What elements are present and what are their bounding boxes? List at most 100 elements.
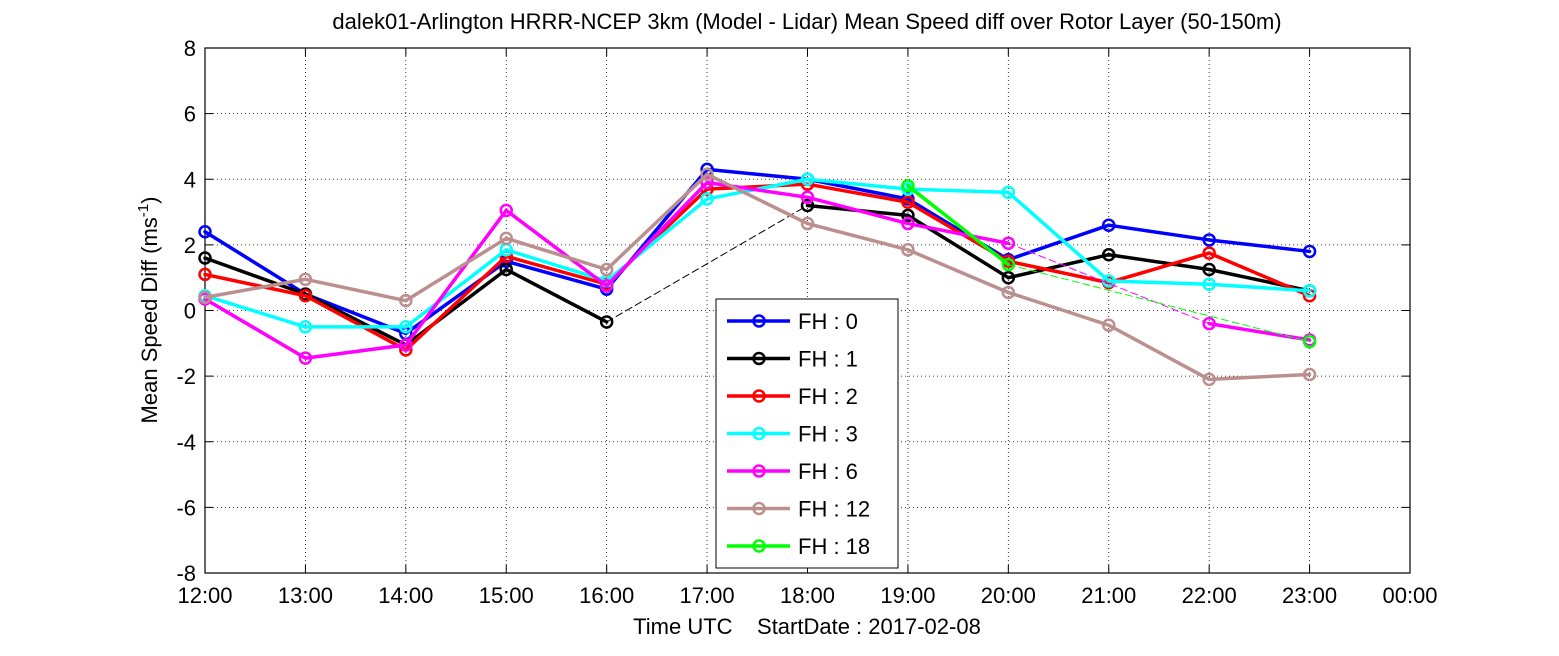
y-tick-labels: 8 6 4 2 0 -2 -4 -6 -8 [176,36,196,586]
x-tick-label: 17:00 [680,583,735,608]
data-point-marker [1202,277,1216,291]
series-gap-connector [606,205,808,323]
data-point-marker [1302,244,1317,259]
legend-label: FH : 3 [798,422,858,447]
data-point-marker [901,179,915,193]
series-line-segment [404,248,508,329]
legend-item: FH : 6 [727,459,858,484]
series-line-segment [303,277,408,303]
series-line-segment [906,184,1011,267]
data-point-marker [1202,372,1216,387]
series-line-segment [805,182,910,204]
series-line-segment [906,221,1011,245]
series-line-segment [303,293,408,352]
legend-item: FH : 2 [727,384,858,409]
data-point-marker [700,175,714,190]
data-point-marker [298,351,313,365]
legend-item: FH : 18 [727,534,870,559]
legend-label: FH : 12 [798,497,870,522]
legend-item: FH : 0 [727,309,858,334]
data-point-marker [1302,284,1317,298]
data-point-marker [298,288,313,303]
data-point-marker [198,290,212,305]
series-7 [901,179,1317,349]
tick-marks [204,47,1411,574]
series-gap-connector [1007,242,1210,325]
x-tick-label: 16:00 [579,583,634,608]
data-point-marker [1102,247,1116,262]
legend-label: FH : 18 [798,534,870,559]
legend-swatch-marker [752,426,766,441]
series-line-segment [504,248,609,283]
series-line-segment [203,272,308,298]
data-point-marker [901,243,915,257]
data-point-marker [901,208,915,223]
data-point-marker [1202,246,1216,260]
data-point-marker [800,198,815,213]
x-tick-label: 14:00 [378,583,433,608]
chart-title: dalek01-Arlington HRRR-NCEP 3km (Model -… [332,9,1281,34]
series-line-segment [504,254,609,286]
y-tick-label: -6 [176,495,196,520]
x-tick-label: 00:00 [1382,583,1437,608]
y-tick-label: 6 [184,102,196,127]
data-point-marker [1102,318,1116,333]
legend: FH : 0 FH : 1 FH : 2 FH : 3 FH : 6 FH : 12 FH … [715,298,899,569]
series-line-segment [1207,372,1312,382]
y-tick-label: 0 [184,299,196,324]
series-6 [198,167,1317,387]
series-line-segment [504,208,609,288]
legend-item: FH : 3 [727,422,858,447]
y-tick-label: -2 [176,364,196,389]
series-line-segment [203,293,308,329]
y-tick-label: 8 [184,36,196,61]
series-line-segment [1006,252,1111,280]
data-point-marker [499,203,513,218]
x-tick-label: 21:00 [1081,583,1136,608]
series-line-segment [705,182,810,191]
y-axis-title-close: ) [137,197,162,204]
series-line-segment [1006,259,1111,285]
x-axis-title: Time UTC StartDate : 2017-02-08 [633,614,981,639]
data-point-marker [800,172,815,186]
legend-label: FH : 0 [798,309,858,334]
series-line-segment [303,343,408,360]
series-gap-connector [1007,264,1311,343]
x-tick-label: 19:00 [880,583,935,608]
y-tick-label: 4 [184,167,196,192]
y-axis-title-superscript: -1 [135,204,152,217]
legend-items: FH : 0 FH : 1 FH : 2 FH : 3 FH : 6 FH : 12 FH … [727,309,870,559]
grid-lines [205,48,1410,573]
y-axis-title: Mean Speed Diff (ms-1) [135,197,162,424]
x-tick-label: 13:00 [278,583,333,608]
series-line-segment [1207,282,1312,293]
x-tick-label: 12:00 [177,583,232,608]
data-point-marker [1202,316,1216,331]
series-lines [198,162,1317,387]
data-point-marker [1302,334,1317,349]
series-line-segment [303,292,408,347]
data-point-marker [599,315,614,329]
data-point-marker [1302,367,1317,382]
series-line-segment [504,267,609,324]
series-line-segment [604,180,709,288]
x-tick-label: 20:00 [981,583,1036,608]
legend-swatch-marker [752,389,766,403]
series-line-segment [1107,279,1211,286]
series-line-segment [906,248,1011,295]
x-tick-label: 23:00 [1282,583,1337,608]
data-point-marker [800,190,815,205]
x-tick-label: 22:00 [1182,583,1237,608]
legend-label: FH : 6 [798,459,858,484]
series-2 [198,198,1317,352]
x-tick-labels: 12:00 13:00 14:00 15:00 16:00 17:00 18:00 19:00… [177,583,1437,608]
legend-swatch-marker [752,351,766,366]
series-line-segment [1006,190,1111,283]
legend-swatch-marker [752,539,766,553]
series-5 [198,175,1317,365]
legend-item: FH : 12 [727,497,870,522]
data-point-marker [901,216,915,231]
series-line-segment [404,236,508,303]
